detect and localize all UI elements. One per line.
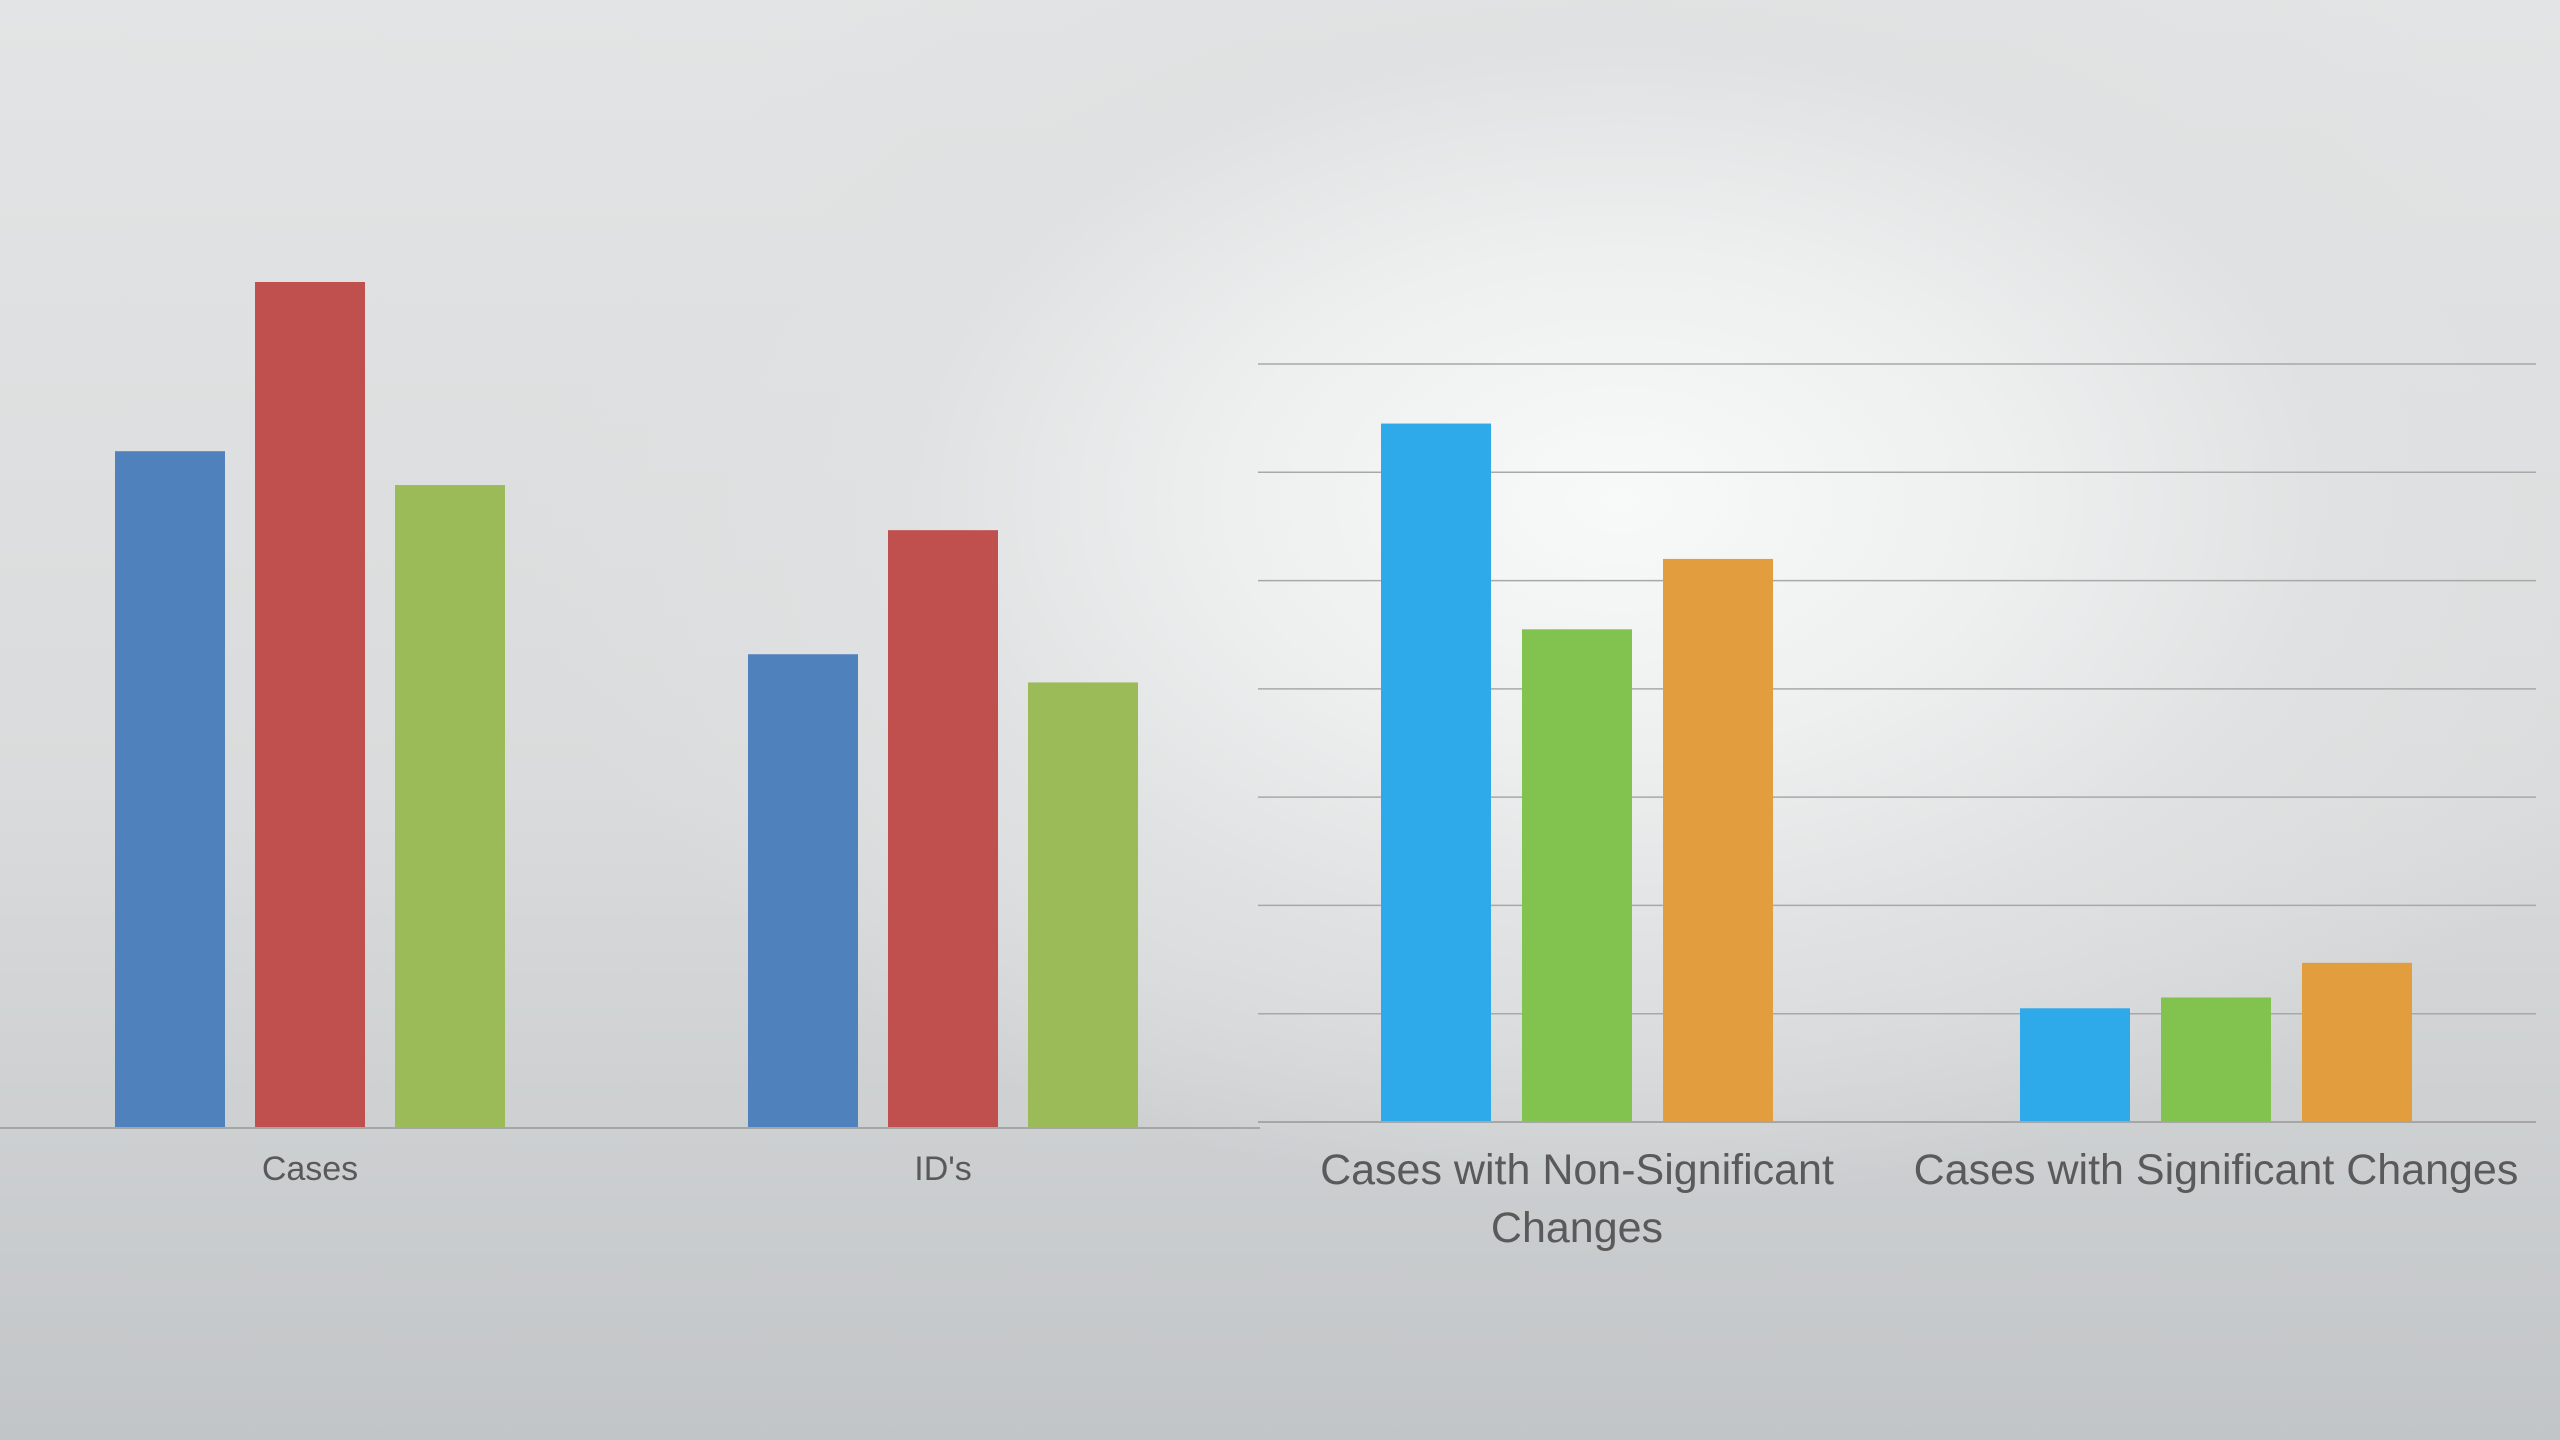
bar [1663,558,1773,1122]
x-tick-label: Cases with Significant Changes [1914,1146,2519,1194]
bar [2161,997,2271,1122]
bar [2302,962,2412,1122]
chart-right: Cases with Non-Significant Changes Cases w… [1258,363,2536,1252]
bar [1028,682,1138,1128]
bar [888,530,998,1128]
bar [748,654,858,1128]
bar [2020,1008,2130,1122]
chart-left: Cases ID's [0,282,1260,1188]
x-tick-label: Cases with Non-Significant Changes [1320,1146,1834,1252]
bar [1381,423,1491,1122]
bar [255,282,365,1128]
x-tick-label: Cases [262,1150,358,1188]
x-tick-label: ID's [914,1150,972,1188]
bar [1522,629,1632,1122]
bar [395,485,505,1128]
bar [115,451,225,1128]
